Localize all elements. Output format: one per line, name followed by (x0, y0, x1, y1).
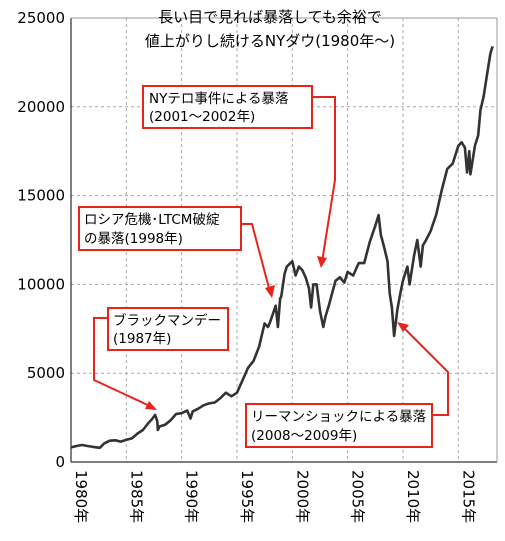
chart-title-line-1: 長い目で見れば暴落しても余裕で (158, 8, 382, 26)
x-tick-label-1990: 1990年 (183, 470, 201, 523)
annotation-911-line-2: (2001～2002年) (149, 109, 255, 125)
x-tick-label-1985: 1985年 (127, 470, 145, 523)
x-tick-label-2015: 2015年 (459, 470, 477, 523)
chart-title-line-2: 値上がりし続けるNYダウ(1980年～) (145, 32, 395, 50)
arrow-black-monday (93, 317, 153, 408)
y-tick-label-0: 0 (55, 453, 65, 471)
annotation-russia-line-1: ロシア危機･LTCM破綻 (84, 212, 220, 228)
y-tick-label-15000: 15000 (17, 187, 65, 205)
annotation-russia-box (78, 206, 242, 251)
annotation-black-monday-box (107, 307, 229, 351)
annotation-black-monday: ブラックマンデー (1987年) (107, 307, 229, 351)
arrow-russia (241, 223, 271, 293)
arrowhead-black-monday (145, 401, 157, 410)
series-line-dow (70, 46, 494, 450)
annotation-lehman-line-1: リーマンショックによる暴落 (251, 409, 427, 425)
annotation-arrows (93, 96, 449, 416)
annotation-black-monday-line-1: ブラックマンデー (113, 312, 221, 329)
x-tick-label-2005: 2005年 (349, 470, 367, 523)
annotation-black-monday-line-2: (1987年) (113, 331, 171, 347)
arrowhead-russia (265, 285, 275, 298)
annotation-lehman-line-2: (2008～2009年) (251, 428, 357, 444)
x-tick-labels: 1980年 1985年 1990年 1995年 2000年 2005年 2010年 2015年 (72, 470, 477, 523)
x-tick-label-1980: 1980年 (72, 470, 90, 523)
annotation-russia-line-2: の暴落(1998年) (84, 231, 183, 247)
x-tick-label-1995: 1995年 (238, 470, 256, 523)
annotation-lehman-box (245, 403, 433, 448)
annotation-arrowheads (145, 256, 409, 410)
annotation-911: NYテロ事件による暴落 (2001～2002年) (142, 85, 313, 129)
annotation-lehman: リーマンショックによる暴落 (2008～2009年) (245, 403, 433, 448)
y-tick-label-20000: 20000 (17, 98, 65, 116)
x-tick-label-2000: 2000年 (293, 470, 311, 523)
arrowhead-911 (317, 256, 327, 268)
x-tick-label-2010: 2010年 (404, 470, 422, 523)
annotation-911-box (142, 85, 313, 129)
y-tick-label-5000: 5000 (27, 364, 65, 382)
y-tick-label-10000: 10000 (17, 275, 65, 293)
y-tick-labels: 0 5000 10000 15000 20000 25000 (17, 9, 65, 471)
annotation-russia: ロシア危機･LTCM破綻 の暴落(1998年) (78, 206, 242, 251)
arrowhead-lehman (397, 322, 409, 332)
arrow-lehman (401, 325, 449, 416)
annotation-911-line-1: NYテロ事件による暴落 (149, 91, 289, 107)
y-tick-label-25000: 25000 (17, 9, 65, 27)
arrow-911 (312, 96, 336, 263)
